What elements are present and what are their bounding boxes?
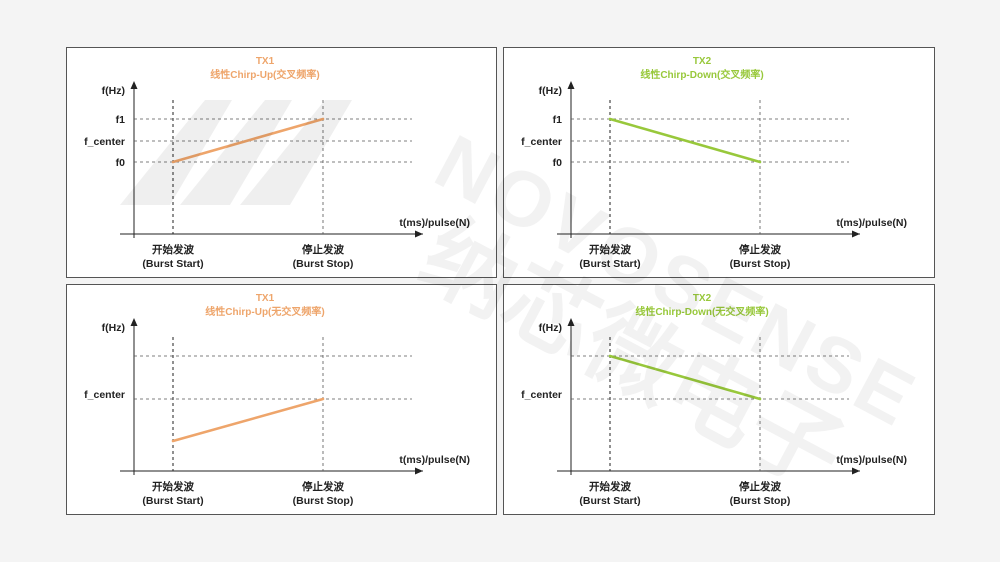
y-axis-label: f(Hz)	[539, 85, 562, 97]
panel-tx2-chirp-down-no-crossing: TX2 线性Chirp-Down(无交叉频率) f(Hz) t(ms)/pulse(N…	[503, 284, 935, 515]
burst-start-label: 开始发波	[589, 480, 631, 493]
panel-tx1-chirp-up-no-crossing: TX1 线性Chirp-Up(无交叉频率) f(Hz) t(ms)/pulse(N) f…	[66, 284, 497, 515]
x-axis-arrow	[852, 467, 860, 475]
panel-tx2-chirp-down-crossing: TX2 线性Chirp-Down(交叉频率) f(Hz) t(ms)/pulse(N)…	[503, 47, 935, 278]
burst-start-en-label: (Burst Start)	[142, 258, 203, 270]
burst-stop-label: 停止发波	[739, 243, 781, 256]
y-axis-arrow	[130, 318, 138, 326]
burst-start-en-label: (Burst Start)	[579, 258, 640, 270]
panel-tx1-chirp-up-crossing: TX1 线性Chirp-Up(交叉频率) f(Hz) t(ms)/pulse(N) f1…	[66, 47, 497, 278]
panel-tx-label: TX2	[693, 293, 712, 304]
burst-start-label: 开始发波	[152, 480, 194, 493]
burst-start-label: 开始发波	[589, 243, 631, 256]
x-axis-label: t(ms)/pulse(N)	[399, 454, 470, 466]
burst-start-label: 开始发波	[152, 243, 194, 256]
f-center-label: f_center	[84, 136, 125, 148]
f1-label: f1	[116, 114, 125, 126]
y-axis-label: f(Hz)	[539, 322, 562, 334]
panel-title: 线性Chirp-Down(无交叉频率)	[635, 305, 768, 318]
panel-title: 线性Chirp-Up(交叉频率)	[210, 68, 319, 81]
chirp-line	[171, 117, 325, 164]
f0-label: f0	[553, 157, 562, 169]
burst-stop-en-label: (Burst Stop)	[730, 495, 791, 507]
burst-stop-en-label: (Burst Stop)	[730, 258, 791, 270]
burst-stop-label: 停止发波	[302, 480, 344, 493]
panel-tx-label: TX1	[256, 293, 275, 304]
panel-tx-label: TX2	[693, 56, 712, 67]
x-axis-label: t(ms)/pulse(N)	[836, 217, 907, 229]
burst-start-en-label: (Burst Start)	[579, 495, 640, 507]
panel-title: 线性Chirp-Down(交叉频率)	[640, 68, 763, 81]
x-axis-arrow	[415, 467, 423, 475]
y-axis-arrow	[567, 318, 575, 326]
y-axis-arrow	[130, 81, 138, 89]
f0-label: f0	[116, 157, 125, 169]
x-axis-arrow	[415, 230, 423, 238]
panel-title: 线性Chirp-Up(无交叉频率)	[205, 305, 324, 318]
chirp-line	[608, 117, 762, 164]
chirp-line	[171, 397, 325, 443]
f1-label: f1	[553, 114, 562, 126]
burst-stop-en-label: (Burst Stop)	[293, 495, 354, 507]
y-axis-label: f(Hz)	[102, 85, 125, 97]
y-axis-arrow	[567, 81, 575, 89]
burst-stop-en-label: (Burst Stop)	[293, 258, 354, 270]
y-axis-label: f(Hz)	[102, 322, 125, 334]
burst-stop-label: 停止发波	[739, 480, 781, 493]
f-center-label: f_center	[521, 389, 562, 401]
x-axis-arrow	[852, 230, 860, 238]
f-center-label: f_center	[521, 136, 562, 148]
x-axis-label: t(ms)/pulse(N)	[399, 217, 470, 229]
burst-start-en-label: (Burst Start)	[142, 495, 203, 507]
chirp-line	[608, 354, 762, 401]
burst-stop-label: 停止发波	[302, 243, 344, 256]
x-axis-label: t(ms)/pulse(N)	[836, 454, 907, 466]
f-center-label: f_center	[84, 389, 125, 401]
panel-tx-label: TX1	[256, 56, 275, 67]
